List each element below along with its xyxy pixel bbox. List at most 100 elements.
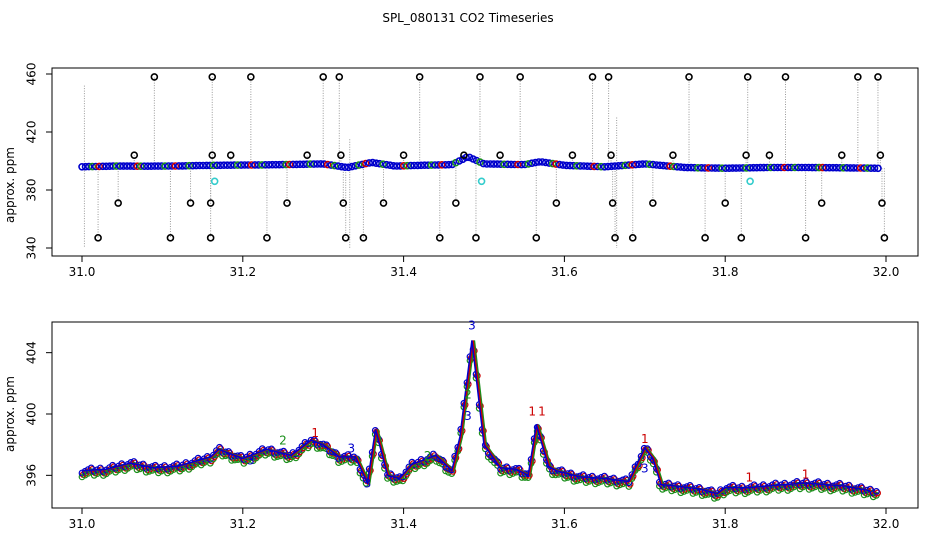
top-data-point <box>444 160 453 169</box>
top-y-tick-label: 340 <box>25 237 39 260</box>
top-x-tick-label: 31.6 <box>551 265 578 279</box>
bottom-marker-label: 2 <box>464 388 472 402</box>
bottom-marker-label: 3 <box>464 409 472 423</box>
top-data-point <box>78 163 86 171</box>
top-data-point <box>735 164 744 172</box>
top-data-point <box>330 161 339 170</box>
top-data-point <box>797 163 806 172</box>
top-data-point <box>496 160 505 168</box>
bottom-y-tick-label: 400 <box>25 403 39 426</box>
top-data-point <box>386 161 394 169</box>
top-data-point <box>116 162 124 170</box>
top-data-point <box>607 162 616 171</box>
top-data-point <box>365 159 374 167</box>
top-outlier-point <box>607 151 615 159</box>
top-data-point <box>351 162 360 170</box>
top-data-point <box>337 162 346 171</box>
top-outlier-point <box>208 151 217 159</box>
top-data-point <box>251 161 259 169</box>
top-data-point <box>95 162 104 171</box>
top-data-point <box>811 163 820 172</box>
top-data-point <box>867 164 875 172</box>
top-data-point <box>749 163 758 172</box>
top-data-point <box>787 163 796 172</box>
top-data-point <box>261 161 270 169</box>
top-data-point <box>524 160 533 168</box>
top-data-point <box>673 163 682 171</box>
top-outlier-point <box>247 73 255 81</box>
top-data-point <box>752 163 761 172</box>
top-data-point <box>794 163 803 172</box>
top-data-point <box>379 160 387 168</box>
top-data-point <box>714 164 723 172</box>
top-data-point <box>344 163 353 172</box>
top-data-point <box>822 163 830 172</box>
top-data-point <box>348 162 356 171</box>
top-data-point <box>611 162 619 170</box>
top-data-point <box>604 162 612 171</box>
top-data-point <box>818 163 827 172</box>
top-data-point <box>586 162 595 171</box>
top-outlier-point <box>319 73 328 81</box>
top-x-tick-label: 32.0 <box>873 265 900 279</box>
top-data-point <box>638 160 647 168</box>
top-plot-frame <box>51 67 919 257</box>
top-outlier-point <box>206 199 215 207</box>
top-outlier-point <box>611 234 619 242</box>
top-data-point <box>188 161 197 170</box>
top-data-point <box>801 163 810 172</box>
bottom-x-tick-label: 31.4 <box>390 517 417 531</box>
top-data-point <box>316 160 325 168</box>
top-data-point <box>538 158 547 166</box>
top-data-point <box>631 160 640 169</box>
top-outlier-point <box>878 199 886 207</box>
top-data-point <box>621 161 630 170</box>
top-data-point <box>389 162 398 170</box>
top-data-point <box>334 162 342 170</box>
top-data-point <box>856 164 865 172</box>
top-data-point <box>590 162 599 171</box>
top-data-point <box>182 162 190 170</box>
top-outlier-point <box>476 73 484 81</box>
top-data-point <box>711 164 720 172</box>
top-data-point <box>109 162 117 170</box>
top-data-point <box>510 160 519 169</box>
top-data-point <box>417 161 425 170</box>
top-data-point <box>410 161 419 170</box>
top-data-point <box>842 164 851 172</box>
top-outlier-point <box>496 151 504 159</box>
bottom-marker-label: 3 <box>641 461 649 475</box>
top-data-point <box>237 161 245 169</box>
top-data-point <box>195 161 204 170</box>
bottom-marker-label: 1 <box>802 467 810 481</box>
top-data-point <box>92 162 100 171</box>
top-data-point <box>247 161 256 169</box>
top-data-point <box>230 161 239 169</box>
top-data-point <box>534 158 543 166</box>
top-data-point <box>413 161 422 170</box>
top-y-tick-label: 460 <box>25 63 39 86</box>
top-data-point <box>531 158 540 167</box>
bottom-data-point <box>873 488 880 495</box>
top-data-point <box>361 159 370 168</box>
bottom-marker-label: 2 <box>279 434 287 448</box>
top-data-point <box>573 162 581 170</box>
top-outlier-point <box>359 234 368 242</box>
top-highlight-point <box>746 177 754 186</box>
top-outlier-point <box>854 73 862 81</box>
top-y-axis-label: approx. ppm <box>3 147 17 223</box>
bottom-x-tick-label: 32.0 <box>873 517 900 531</box>
top-outlier-point <box>341 234 350 242</box>
top-outlier-point <box>226 151 235 159</box>
top-data-point <box>825 163 834 172</box>
top-outlier-point <box>263 234 271 242</box>
top-data-point <box>396 162 405 170</box>
bottom-marker-label: 1 <box>641 432 649 446</box>
bottom-marker-label: 3 <box>348 441 356 455</box>
top-outlier-point <box>781 73 790 81</box>
top-data-point <box>99 162 107 171</box>
top-data-point <box>759 163 768 172</box>
top-data-point <box>175 162 183 170</box>
